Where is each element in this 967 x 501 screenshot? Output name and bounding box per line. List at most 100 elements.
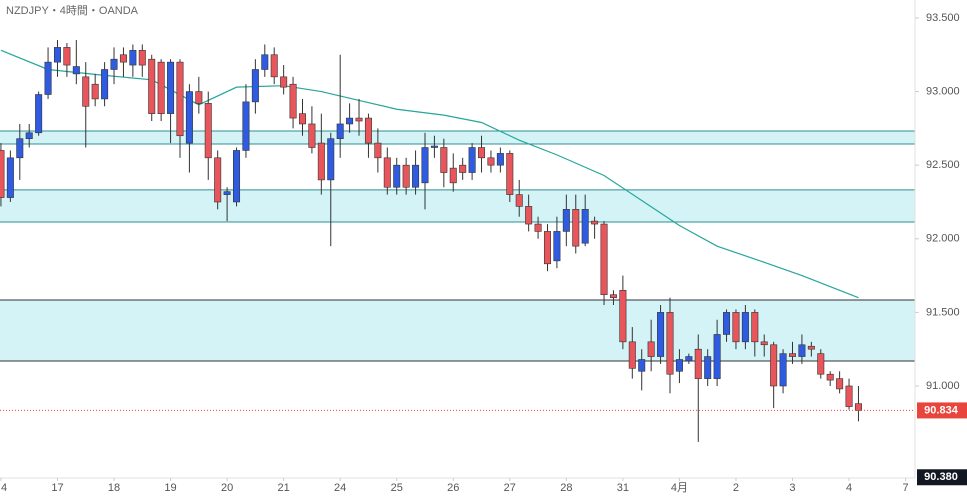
candle-body xyxy=(619,290,627,343)
candle-body xyxy=(280,76,288,88)
zone xyxy=(0,189,915,222)
candle-body xyxy=(487,157,495,166)
candle-body xyxy=(336,123,344,139)
y-tick-label: 91.000 xyxy=(926,380,960,392)
candle-body xyxy=(468,147,476,173)
candle-body xyxy=(383,157,391,188)
candle-body xyxy=(364,117,372,144)
candle-body xyxy=(346,117,354,125)
x-tick-label: 4月 xyxy=(671,482,688,494)
candle-body xyxy=(449,167,457,184)
candle-body xyxy=(63,47,71,66)
candle-body xyxy=(543,231,551,265)
candle-body xyxy=(157,61,165,114)
candle-body xyxy=(581,209,589,244)
candle-body xyxy=(317,142,325,181)
candle-body xyxy=(685,356,693,362)
x-tick-label: 18 xyxy=(108,482,120,494)
x-tick-label: 24 xyxy=(334,482,346,494)
x-tick-label: 27 xyxy=(504,482,516,494)
candle-body xyxy=(119,54,127,63)
x-tick-label: 2 xyxy=(733,482,739,494)
candle-body xyxy=(110,58,118,70)
last-price-label: 90.834 xyxy=(924,404,959,416)
candle-body xyxy=(675,359,683,372)
candle-body xyxy=(854,403,862,411)
x-tick-label: 20 xyxy=(221,482,233,494)
x-tick-label: 4 xyxy=(846,482,852,494)
candle-body xyxy=(845,385,853,407)
candle-body xyxy=(214,157,222,203)
candle-body xyxy=(647,341,655,357)
candle-body xyxy=(723,312,731,335)
candle-body xyxy=(515,194,523,207)
candle-body xyxy=(185,91,193,144)
candle-body xyxy=(289,83,297,119)
candle-body xyxy=(826,373,834,381)
candle-body xyxy=(327,138,335,181)
candle-body xyxy=(638,359,646,372)
candle-body xyxy=(308,123,316,148)
candle-body xyxy=(223,191,231,195)
x-tick-label: 7 xyxy=(903,482,909,494)
x-tick-label: 21 xyxy=(278,482,290,494)
candle-body xyxy=(496,153,504,166)
last-price-box xyxy=(917,402,967,419)
candle-body xyxy=(751,312,759,343)
x-tick-label: 4 xyxy=(1,482,7,494)
x-tick-label: 25 xyxy=(391,482,403,494)
candle-body xyxy=(44,61,52,95)
candle-body xyxy=(430,145,438,148)
candle-body xyxy=(732,312,740,343)
candle-body xyxy=(251,69,259,103)
candle-body xyxy=(148,58,156,114)
y-tick-label: 92.000 xyxy=(926,233,960,245)
candle-body xyxy=(355,117,363,122)
candle-body xyxy=(553,231,561,262)
x-tick-label: 19 xyxy=(164,482,176,494)
candle-body xyxy=(609,294,617,298)
candle-body xyxy=(657,312,665,357)
candle-body xyxy=(506,153,514,195)
candle-body xyxy=(16,138,24,159)
y-tick-label: 91.500 xyxy=(926,306,960,318)
candle-body xyxy=(393,164,401,188)
candle-body xyxy=(270,54,278,78)
candle-body xyxy=(770,344,778,387)
candle-body xyxy=(298,113,306,125)
candle-body xyxy=(694,348,702,379)
candle-body xyxy=(807,345,815,350)
candle-body xyxy=(478,147,486,159)
candle-body xyxy=(572,209,580,247)
candle-body xyxy=(0,150,5,198)
candle-body xyxy=(788,353,796,357)
candle-body xyxy=(261,54,269,70)
candle-body xyxy=(25,132,33,139)
x-tick-label: 26 xyxy=(447,482,459,494)
axis-low-box xyxy=(917,469,967,486)
y-tick-label: 93.500 xyxy=(926,12,960,24)
candle-body xyxy=(374,142,382,159)
candle-body xyxy=(412,164,420,188)
candle-body xyxy=(817,353,825,375)
candle-body xyxy=(459,164,467,173)
x-tick-label: 31 xyxy=(617,482,629,494)
candle-body xyxy=(741,312,749,343)
candle-body xyxy=(53,47,61,63)
candle-body xyxy=(129,50,137,66)
candle-body xyxy=(591,220,599,225)
candle-body xyxy=(798,344,806,357)
candle-body xyxy=(421,147,429,184)
candle-body xyxy=(72,66,80,75)
candle-body xyxy=(6,157,14,198)
zone xyxy=(0,300,915,361)
candle-body xyxy=(836,378,844,390)
candle-body xyxy=(138,50,146,66)
candle-body xyxy=(82,76,90,107)
candle-body xyxy=(562,209,570,232)
candle-body xyxy=(760,341,768,346)
candle-body xyxy=(440,147,448,173)
x-tick-label: 17 xyxy=(51,482,63,494)
